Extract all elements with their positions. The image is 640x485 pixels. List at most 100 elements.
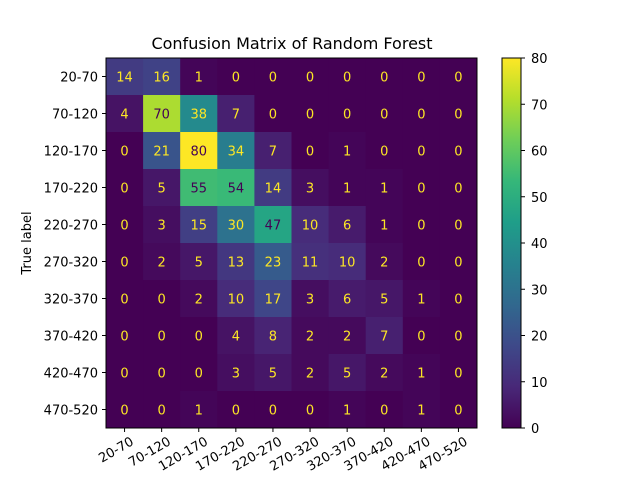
cell-value-label: 16	[153, 71, 170, 86]
colorbar-tick-label: 70	[531, 98, 548, 113]
colorbar	[501, 57, 522, 429]
heatmap-cell	[328, 317, 367, 355]
cell-value-label: 1	[380, 182, 388, 197]
y-axis-label: True label	[20, 211, 35, 275]
heatmap-cell	[217, 354, 255, 392]
cell-value-label: 55	[190, 182, 207, 197]
heatmap-cell	[106, 354, 144, 392]
cell-value-label: 0	[380, 145, 388, 160]
heatmap-cell	[328, 132, 367, 170]
cell-value-label: 17	[265, 293, 282, 308]
heatmap-cell	[402, 391, 441, 429]
heatmap-cell	[254, 132, 292, 170]
heatmap-cell	[291, 243, 330, 281]
colorbar-tick-label: 50	[531, 191, 548, 206]
heatmap-cell	[439, 132, 478, 170]
heatmap-cell	[291, 317, 330, 355]
heatmap-cell	[180, 354, 218, 392]
heatmap-cell	[328, 95, 367, 133]
cell-value-label: 0	[306, 108, 314, 123]
heatmap-cell	[143, 280, 181, 318]
cell-value-label: 0	[158, 293, 166, 308]
heatmap-cell	[365, 354, 404, 392]
y-axis-ticks: 20-70 70-120 120-170 170-220 220-270 270-320 3…	[44, 71, 106, 419]
cell-value-label: 0	[195, 367, 203, 382]
cell-value-label: 0	[158, 404, 166, 419]
cell-value-label: 0	[306, 145, 314, 160]
cell-value-label: 0	[120, 293, 128, 308]
cell-value-label: 0	[417, 145, 425, 160]
heatmap-cell	[439, 280, 478, 318]
cell-value-label: 2	[306, 367, 314, 382]
cell-value-label: 14	[116, 71, 133, 86]
cell-value-label: 2	[380, 367, 388, 382]
heatmap-cell	[217, 58, 255, 96]
heatmap-cell	[254, 354, 292, 392]
cell-value-label: 10	[302, 219, 319, 234]
heatmap-cell	[254, 95, 292, 133]
cell-value-label: 0	[454, 108, 462, 123]
heatmap-cell	[291, 169, 330, 207]
cell-value-label: 7	[269, 145, 277, 160]
cell-value-label: 0	[269, 404, 277, 419]
cell-value-label: 0	[120, 182, 128, 197]
y-tick-label: 370-420	[44, 330, 98, 345]
heatmap-cell	[291, 354, 330, 392]
heatmap-cell	[106, 58, 144, 96]
heatmap-cell	[439, 169, 478, 207]
heatmap-cell	[106, 132, 144, 170]
cell-value-label: 6	[343, 293, 351, 308]
cell-value-label: 1	[343, 145, 351, 160]
heatmap-cell	[328, 354, 367, 392]
heatmap-cell	[106, 206, 144, 244]
heatmap-cell	[291, 391, 330, 429]
heatmap-cell	[106, 317, 144, 355]
cell-value-label: 0	[343, 71, 351, 86]
heatmap-cell	[291, 58, 330, 96]
cell-value-label: 0	[417, 182, 425, 197]
heatmap-cell	[365, 317, 404, 355]
y-tick-label: 70-120	[52, 108, 98, 123]
cell-value-label: 14	[265, 182, 282, 197]
heatmap-cell	[402, 354, 441, 392]
cell-value-label: 54	[228, 182, 245, 197]
cell-value-label: 1	[417, 404, 425, 419]
colorbar-tick-label: 40	[531, 237, 548, 252]
heatmap-cell	[402, 243, 441, 281]
cell-value-label: 1	[343, 404, 351, 419]
cell-value-label: 2	[195, 293, 203, 308]
y-tick-label: 20-70	[60, 71, 98, 86]
cell-value-label: 4	[120, 108, 128, 123]
heatmap-cell	[365, 391, 404, 429]
cell-value-label: 23	[265, 256, 282, 271]
heatmap-cell	[365, 58, 404, 96]
cell-value-label: 0	[343, 108, 351, 123]
heatmap-cell	[328, 58, 367, 96]
heatmap-cell	[217, 243, 255, 281]
cell-value-label: 0	[120, 145, 128, 160]
heatmap-cell	[106, 169, 144, 207]
heatmap-cell	[180, 391, 218, 429]
cell-value-label: 30	[228, 219, 245, 234]
cell-value-label: 0	[380, 71, 388, 86]
heatmap-cell	[217, 280, 255, 318]
heatmap-cell	[291, 132, 330, 170]
colorbar-tick-label: 0	[531, 422, 539, 437]
heatmap-cell	[217, 391, 255, 429]
cell-value-label: 5	[195, 256, 203, 271]
cell-value-label: 1	[380, 219, 388, 234]
cell-value-label: 10	[228, 293, 245, 308]
cell-value-label: 15	[190, 219, 207, 234]
heatmap-cell	[254, 206, 292, 244]
heatmap-cell	[402, 169, 441, 207]
y-tick-label: 270-320	[44, 256, 98, 271]
heatmap-cell	[254, 169, 292, 207]
cell-value-label: 0	[306, 71, 314, 86]
cell-value-label: 0	[195, 330, 203, 345]
cell-value-label: 0	[454, 145, 462, 160]
y-tick-label: 120-170	[44, 145, 98, 160]
heatmap-cell	[217, 206, 255, 244]
heatmap-cell	[180, 280, 218, 318]
heatmap-cell	[439, 317, 478, 355]
cell-value-label: 0	[306, 404, 314, 419]
